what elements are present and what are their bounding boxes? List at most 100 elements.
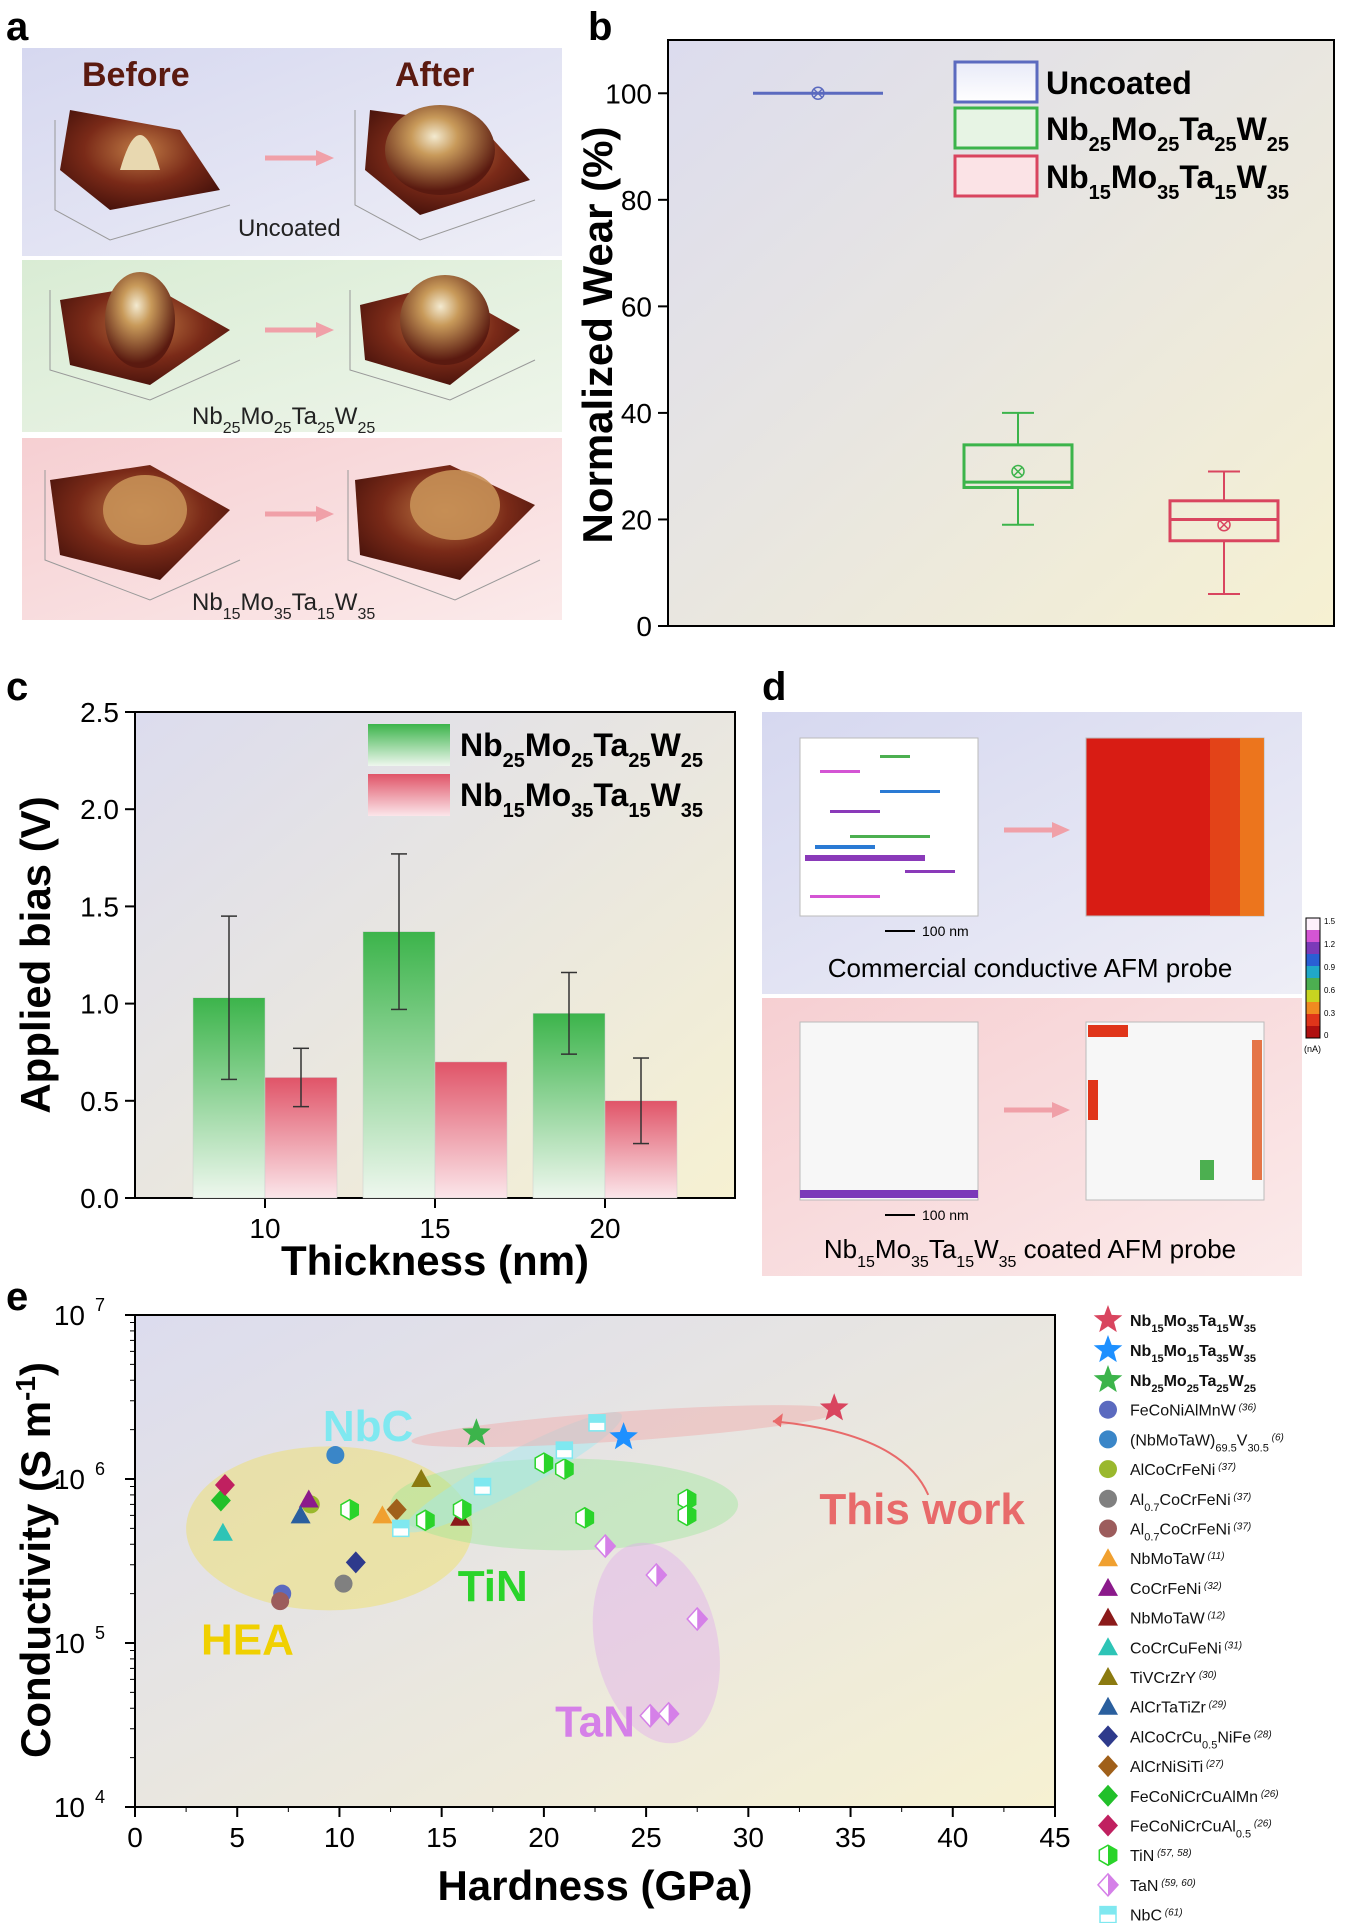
afm-nb15-before	[44, 465, 241, 601]
legend-swatch-uncoated	[953, 60, 1039, 104]
afm-uncoated-before	[54, 110, 231, 241]
legend-swatch-nb15	[953, 154, 1039, 198]
legend-label-FeCoNiAlMnW: FeCoNiAlMnW (36)	[1130, 1402, 1256, 1420]
point-Al0.7CoCrFeNi	[334, 1574, 353, 1593]
ytick-label-b: 60	[621, 291, 652, 322]
point-TiN-half	[687, 1505, 696, 1526]
panel-b-label: b	[588, 5, 612, 49]
legend-marker-AlCrNiSiTi	[1098, 1755, 1118, 1778]
xlabel-c: Thickness (nm)	[281, 1237, 589, 1284]
xtick-label-e: 45	[1039, 1822, 1070, 1853]
point-TaN-half	[697, 1608, 708, 1631]
svg-text:1.5: 1.5	[1324, 917, 1336, 926]
xtick-label-c: 15	[419, 1213, 450, 1244]
legend-marker-AlCoCrCu0.5NiFe	[1098, 1725, 1118, 1748]
point-NbC-half	[392, 1520, 409, 1529]
xlabel-e: Hardness (GPa)	[437, 1862, 752, 1909]
legend-swatch-nb25	[953, 106, 1039, 150]
scale-bar-2: 100 nm	[922, 1207, 969, 1223]
point-AlCrTaTiZr	[290, 1505, 311, 1524]
legend-label-FeCoNiCrCuAlMn: FeCoNiCrCuAlMn (26)	[1130, 1788, 1279, 1806]
group-labels-e: HEA NbC TiN TaN This work	[201, 1402, 1025, 1746]
box-mean	[1011, 464, 1025, 479]
marks-e	[210, 1393, 849, 1728]
ytick-exp-e: 7	[95, 1295, 105, 1315]
annotation-arrowhead	[772, 1413, 783, 1428]
legend-swatch-c-nb25	[368, 724, 450, 766]
legend-label-AlCrTaTiZr: AlCrTaTiZr (29)	[1130, 1699, 1226, 1717]
legend-marker-AlCoCrFeNi	[1099, 1460, 1117, 1479]
point-NbC-half	[556, 1442, 573, 1451]
legend-label-FeCoNiCrCuAl0.5: FeCoNiCrCuAl0.5 (26)	[1130, 1818, 1272, 1841]
legend-label-Nb15Mo15Ta35W35: Nb15Mo15Ta35W35	[1130, 1343, 1256, 1365]
ytick-label-e: 10	[54, 1792, 85, 1823]
ytick-label-b: 20	[621, 504, 652, 535]
xtick-label-e: 35	[835, 1822, 866, 1853]
current-map-commercial-before	[799, 737, 979, 917]
legend-marker-CoCrCuFeNi	[1098, 1637, 1118, 1656]
legend-marker-TiVCrZrY	[1098, 1667, 1118, 1685]
current-map-coated-after	[1085, 1021, 1265, 1201]
legend-label-CoCrFeNi: CoCrFeNi (32)	[1130, 1580, 1222, 1598]
group-label-HEA: HEA	[201, 1616, 294, 1665]
legend-label-Al0.7CoCrFeNi: Al0.7CoCrFeNi (37)	[1130, 1521, 1251, 1544]
ytick-label-b: 0	[636, 611, 652, 642]
axes-b: 0 20 40 60 80 100	[605, 78, 668, 642]
panel-b: b 0 20 40 60 80 100 Normalized Wear (%) Uncoa…	[574, 5, 1335, 642]
current-map-coated-before	[799, 1021, 979, 1201]
legend-marker-CoCrFeNi	[1098, 1577, 1118, 1596]
ytick-label-c: 1.5	[80, 891, 119, 922]
legend-label-CoCrCuFeNi: CoCrCuFeNi (31)	[1130, 1640, 1242, 1658]
plot-area-b	[667, 39, 1335, 627]
legend-marker-FeCoNiAlMnW	[1099, 1400, 1117, 1419]
before-heading: Before	[82, 56, 190, 94]
point-Al0.7CoCrFeNi	[271, 1592, 290, 1611]
panel-a-label: a	[6, 5, 29, 49]
legend-label-AlCrNiSiTi: AlCrNiSiTi (27)	[1130, 1759, 1224, 1777]
legend-label-AlCoCrFeNi: AlCoCrFeNi (37)	[1130, 1462, 1236, 1480]
annotation-this-work: This work	[819, 1485, 1025, 1534]
point-Nb15Mo35Ta15W35	[819, 1393, 849, 1421]
xtick-label-e: 5	[229, 1822, 245, 1853]
xtick-label-c: 20	[589, 1213, 620, 1244]
box-mean-x	[1013, 466, 1023, 477]
colorbar: 1.5 1.2 0.9 0.6 0.3 0 (nA)	[1304, 917, 1336, 1054]
ytick-label-b: 100	[605, 78, 652, 109]
xtick-label-e: 40	[937, 1822, 968, 1853]
point-TaN-half	[605, 1535, 616, 1558]
legend-marker-FeCoNiCrCuAlMn	[1098, 1784, 1118, 1807]
point-FeCoNiCrCuAlMn	[210, 1489, 231, 1512]
ytick-label-c: 2.5	[80, 697, 119, 728]
point-AlCrNiSiTi	[386, 1498, 407, 1521]
ylabel-b: Normalized Wear (%)	[574, 127, 621, 544]
point-TaN-half	[650, 1704, 661, 1727]
bar-Nb15Mo35Ta15W35-15	[434, 1061, 508, 1199]
legend-label-Nb15Mo35Ta15W35: Nb15Mo35Ta15W35	[1130, 1313, 1256, 1335]
panel-d-label: d	[762, 665, 786, 709]
afm-uncoated-after	[354, 105, 536, 241]
legend-marker-NbC-half	[1100, 1906, 1116, 1915]
legend-uncoated: Uncoated	[1046, 65, 1192, 101]
point-Nb15Mo15Ta35W35	[609, 1422, 638, 1450]
ytick-label-c: 0.5	[80, 1086, 119, 1117]
legend-marker-Al0.7CoCrFeNi	[1099, 1489, 1117, 1508]
group-label-TiN: TiN	[458, 1562, 528, 1611]
legend-label-AlCoCrCu0.5NiFe: AlCoCrCu0.5NiFe (28)	[1130, 1729, 1272, 1752]
plot-area-e	[134, 1314, 1056, 1808]
point-CoCrFeNi	[298, 1489, 319, 1508]
legend-marker-TiN-half	[1108, 1845, 1117, 1866]
ytick-label-b: 80	[621, 185, 652, 216]
legend-marker-FeCoNiCrCuAl0.5	[1098, 1814, 1118, 1837]
svg-text:0.6: 0.6	[1324, 986, 1336, 995]
after-heading: After	[395, 56, 474, 94]
ytick-exp-e: 6	[95, 1459, 105, 1479]
point-TiVCrZrY	[411, 1469, 432, 1487]
legend-marker-Al0.7CoCrFeNi	[1099, 1519, 1117, 1538]
legend-label-NbMoTaW: NbMoTaW (12)	[1130, 1610, 1225, 1628]
ylabel-c: Applied bias (V)	[12, 796, 59, 1113]
svg-text:(nA): (nA)	[1304, 1044, 1321, 1054]
point-NbC-half	[589, 1414, 606, 1423]
legend-e: Nb15Mo35Ta15W35 Nb15Mo15Ta35W35 Nb25Mo25Ta…	[1093, 1305, 1284, 1923]
group-label-NbC: NbC	[323, 1402, 413, 1451]
